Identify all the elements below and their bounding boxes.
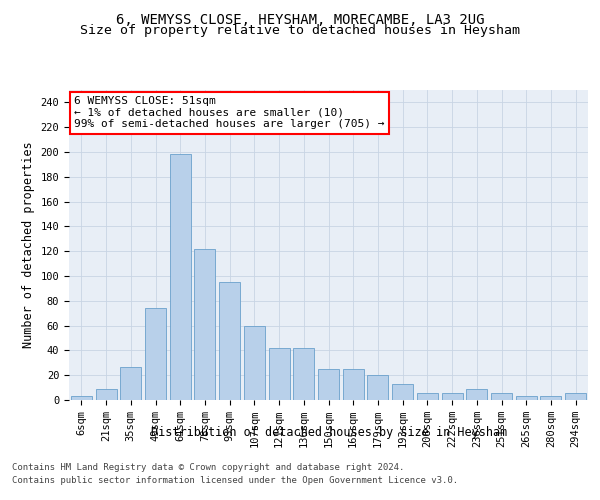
Bar bbox=[318, 369, 339, 400]
Bar bbox=[269, 348, 290, 400]
Bar bbox=[343, 369, 364, 400]
Text: 6 WEMYSS CLOSE: 51sqm
← 1% of detached houses are smaller (10)
99% of semi-detac: 6 WEMYSS CLOSE: 51sqm ← 1% of detached h… bbox=[74, 96, 385, 130]
Bar bbox=[293, 348, 314, 400]
Bar bbox=[170, 154, 191, 400]
Bar bbox=[516, 396, 537, 400]
Text: Contains HM Land Registry data © Crown copyright and database right 2024.: Contains HM Land Registry data © Crown c… bbox=[12, 464, 404, 472]
Text: Contains public sector information licensed under the Open Government Licence v3: Contains public sector information licen… bbox=[12, 476, 458, 485]
Bar bbox=[194, 248, 215, 400]
Bar bbox=[367, 375, 388, 400]
Y-axis label: Number of detached properties: Number of detached properties bbox=[22, 142, 35, 348]
Bar bbox=[392, 384, 413, 400]
Bar bbox=[541, 396, 562, 400]
Bar bbox=[120, 366, 141, 400]
Bar bbox=[244, 326, 265, 400]
Text: Distribution of detached houses by size in Heysham: Distribution of detached houses by size … bbox=[151, 426, 507, 439]
Bar bbox=[442, 392, 463, 400]
Bar bbox=[565, 392, 586, 400]
Bar bbox=[491, 392, 512, 400]
Bar bbox=[95, 389, 116, 400]
Text: Size of property relative to detached houses in Heysham: Size of property relative to detached ho… bbox=[80, 24, 520, 37]
Bar bbox=[145, 308, 166, 400]
Bar bbox=[71, 396, 92, 400]
Bar bbox=[219, 282, 240, 400]
Bar bbox=[466, 389, 487, 400]
Bar bbox=[417, 392, 438, 400]
Text: 6, WEMYSS CLOSE, HEYSHAM, MORECAMBE, LA3 2UG: 6, WEMYSS CLOSE, HEYSHAM, MORECAMBE, LA3… bbox=[116, 12, 484, 26]
